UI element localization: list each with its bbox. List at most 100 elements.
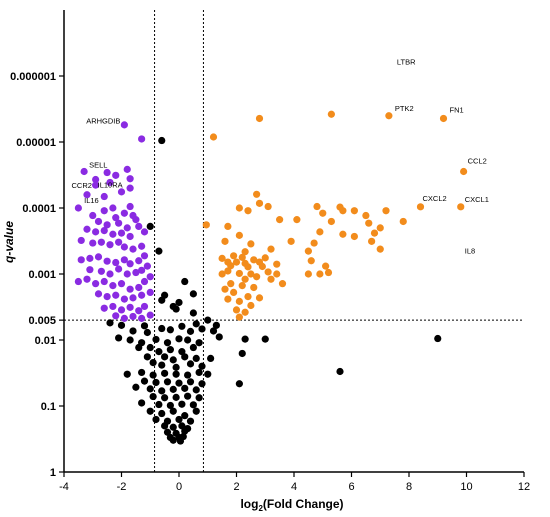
data-point bbox=[135, 222, 143, 230]
data-point bbox=[324, 268, 333, 277]
gene-label-ptk2: PTK2 bbox=[395, 104, 414, 113]
data-point bbox=[255, 199, 264, 207]
data-point bbox=[129, 245, 137, 253]
data-point bbox=[350, 232, 358, 241]
x-tick-label: 12 bbox=[518, 481, 530, 493]
data-point bbox=[189, 401, 197, 409]
data-point bbox=[140, 377, 149, 385]
data-point bbox=[169, 385, 177, 393]
data-point bbox=[327, 110, 335, 118]
data-point bbox=[230, 288, 238, 296]
data-point bbox=[247, 301, 255, 310]
data-point bbox=[313, 202, 321, 211]
data-point bbox=[184, 392, 192, 400]
data-point bbox=[186, 327, 195, 335]
gene-label-il10ra: IL10RA bbox=[98, 180, 123, 189]
data-point bbox=[202, 221, 210, 229]
gene-label-arhgdib: ARHGDIB bbox=[86, 116, 120, 125]
data-point bbox=[169, 407, 177, 415]
data-point bbox=[135, 257, 143, 265]
data-point bbox=[109, 230, 117, 238]
data-point bbox=[382, 207, 390, 215]
data-point bbox=[120, 243, 128, 251]
data-point bbox=[120, 121, 128, 129]
data-point bbox=[362, 211, 370, 220]
data-point bbox=[204, 316, 212, 324]
x-tick-label: 6 bbox=[348, 481, 354, 493]
data-point bbox=[247, 270, 255, 278]
gene-label-cxcl1: CXCL1 bbox=[465, 195, 489, 204]
data-point bbox=[158, 409, 166, 418]
data-point bbox=[457, 203, 465, 211]
data-point bbox=[207, 354, 215, 362]
data-point bbox=[181, 277, 189, 286]
data-point bbox=[123, 370, 131, 378]
data-point bbox=[126, 285, 134, 293]
data-point bbox=[181, 427, 189, 435]
data-point bbox=[109, 282, 117, 290]
data-point bbox=[189, 343, 197, 352]
data-point bbox=[109, 302, 117, 311]
data-point bbox=[103, 168, 111, 177]
data-point bbox=[103, 221, 111, 229]
data-point bbox=[152, 378, 160, 387]
data-point bbox=[215, 333, 223, 341]
data-point bbox=[186, 378, 195, 386]
data-point bbox=[115, 238, 123, 246]
gene-label-cxcl2: CXCL2 bbox=[423, 194, 447, 203]
data-point bbox=[235, 231, 243, 239]
data-point bbox=[126, 260, 134, 268]
data-point bbox=[224, 222, 232, 230]
data-point bbox=[120, 209, 128, 217]
data-point bbox=[293, 216, 301, 224]
data-point bbox=[439, 114, 448, 123]
data-point bbox=[112, 258, 120, 267]
data-point bbox=[117, 321, 126, 329]
data-point bbox=[227, 280, 235, 288]
data-point bbox=[376, 245, 384, 253]
data-point bbox=[365, 219, 373, 227]
data-point bbox=[232, 306, 241, 314]
data-point bbox=[287, 237, 295, 245]
data-point bbox=[316, 270, 324, 278]
x-tick-label: -4 bbox=[59, 481, 69, 493]
y-tick-label: 0.000001 bbox=[10, 71, 56, 83]
data-point bbox=[336, 367, 344, 376]
data-point bbox=[339, 230, 347, 238]
data-point bbox=[273, 260, 281, 268]
data-point bbox=[161, 394, 169, 402]
data-point bbox=[138, 135, 146, 143]
data-point bbox=[198, 325, 206, 333]
data-point bbox=[112, 291, 120, 299]
data-point bbox=[106, 241, 114, 249]
data-point bbox=[212, 321, 220, 329]
data-point bbox=[146, 385, 154, 393]
data-point bbox=[89, 239, 97, 247]
data-point bbox=[143, 353, 151, 361]
data-point bbox=[241, 248, 249, 256]
data-point bbox=[152, 335, 160, 344]
data-point bbox=[181, 384, 189, 392]
gene-label-sell: SELL bbox=[89, 160, 107, 169]
data-point bbox=[140, 302, 149, 311]
data-point bbox=[175, 298, 183, 307]
data-point bbox=[115, 265, 123, 273]
data-point bbox=[112, 312, 120, 320]
data-point bbox=[370, 229, 379, 237]
data-point bbox=[158, 387, 166, 395]
data-point bbox=[264, 268, 272, 276]
data-point bbox=[224, 267, 232, 275]
y-tick-label: 0.00001 bbox=[16, 137, 56, 149]
axes: -4 -2 0 2 4 6 8 10 12 0.000001 0.00001 0.0001 0.001 0… bbox=[10, 10, 530, 493]
data-point bbox=[184, 336, 192, 344]
data-point bbox=[166, 326, 174, 334]
data-point bbox=[267, 245, 275, 253]
data-point bbox=[232, 258, 241, 266]
data-point bbox=[83, 191, 91, 199]
data-point bbox=[112, 171, 120, 179]
data-point bbox=[244, 207, 252, 215]
data-point bbox=[204, 370, 212, 378]
data-point bbox=[189, 290, 197, 298]
data-point bbox=[161, 422, 169, 430]
